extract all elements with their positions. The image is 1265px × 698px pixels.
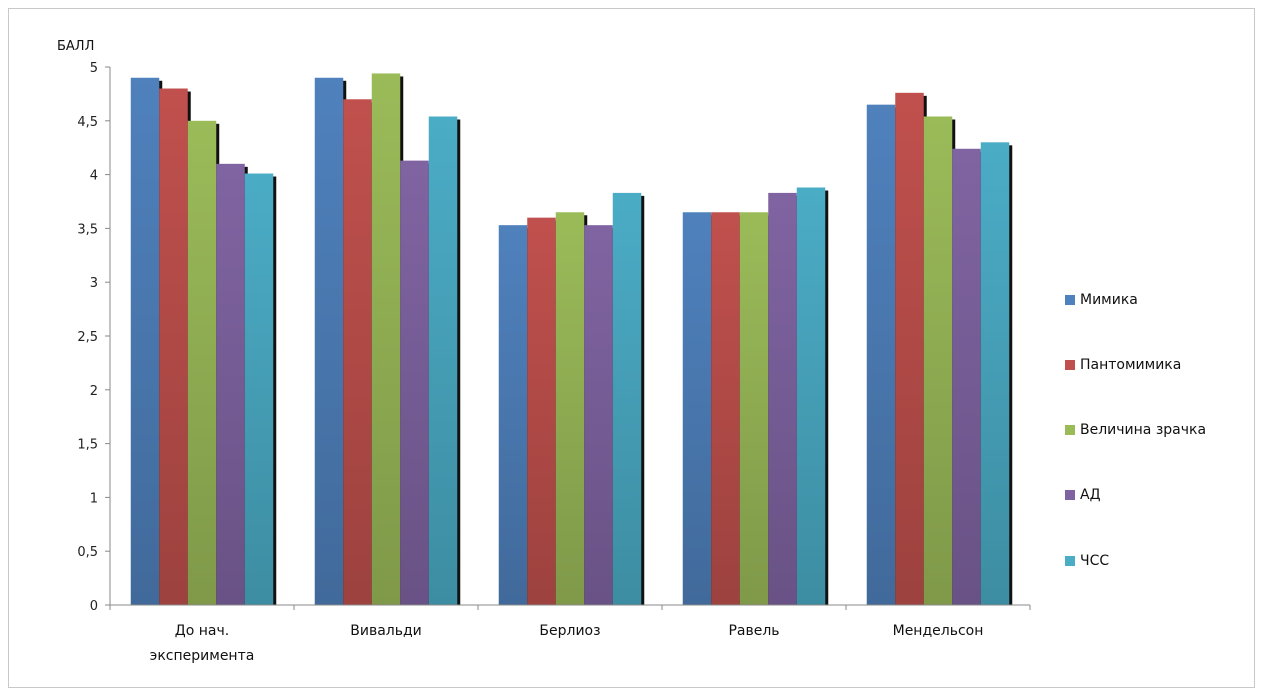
y-tick-label: 2 [90, 384, 98, 399]
bar-3-2 [527, 217, 556, 605]
bar-3-3 [555, 212, 585, 605]
bar-4-1 [682, 212, 712, 605]
bar-4-3 [739, 212, 769, 605]
bar-5-4 [952, 148, 981, 605]
legend-label: ЧСС [1080, 553, 1110, 569]
bar-2-4 [400, 160, 429, 605]
y-tick-label: 4,5 [77, 115, 98, 130]
bar-2-2 [343, 99, 372, 605]
x-category-label: Вивальди [350, 623, 422, 639]
y-tick-label: 1 [90, 491, 98, 506]
y-tick-label: 3,5 [77, 222, 98, 237]
y-tick-label: 1,5 [77, 438, 98, 453]
legend-label: Пантомимика [1080, 357, 1182, 373]
x-category-label: эксперимента [150, 648, 255, 664]
y-tick-label: 3 [90, 276, 98, 291]
bar-3-4 [584, 225, 613, 605]
legend-label: АД [1080, 487, 1101, 503]
bar-1-4 [216, 163, 245, 605]
y-tick-label: 4 [90, 169, 98, 184]
bar-3-1 [498, 225, 528, 605]
bar-2-3 [371, 73, 401, 606]
x-category-label: Равель [728, 623, 779, 639]
bar-5-5 [980, 142, 1010, 605]
bar-5-1 [866, 104, 896, 605]
legend-item: Величина зрачка [1065, 421, 1206, 439]
x-category-label: Берлиоз [539, 623, 600, 639]
bar-2-1 [314, 77, 344, 605]
legend-swatch [1065, 490, 1075, 500]
y-tick-label: 5 [90, 61, 98, 76]
bar-1-1 [130, 77, 160, 605]
bar-5-2 [895, 92, 924, 606]
legend-swatch [1065, 425, 1075, 435]
y-tick-label: 0,5 [77, 545, 98, 560]
bar-5-3 [923, 116, 953, 605]
legend-label: Мимика [1080, 292, 1138, 308]
bar-1-3 [187, 120, 217, 606]
bar-1-2 [159, 88, 188, 605]
legend-item: Мимика [1065, 291, 1138, 309]
x-category-label: Мендельсон [893, 623, 984, 639]
y-tick-label: 2,5 [77, 330, 98, 345]
y-tick-label: 0 [90, 599, 98, 614]
y-axis-title: БАЛЛ [57, 39, 94, 54]
legend-swatch [1065, 556, 1075, 566]
legend-swatch [1065, 360, 1075, 370]
bar-4-2 [711, 212, 740, 605]
bar-2-5 [428, 116, 458, 605]
bar-4-4 [768, 192, 797, 605]
legend-item: ЧСС [1065, 552, 1109, 570]
legend-label: Величина зрачка [1080, 422, 1207, 438]
legend-swatch [1065, 295, 1075, 305]
bar-1-5 [244, 173, 274, 606]
bar-3-5 [612, 192, 642, 605]
legend-item: АД [1065, 486, 1101, 504]
bar-4-5 [796, 187, 826, 605]
x-category-label: До нач. [175, 623, 229, 639]
legend-item: Пантомимика [1065, 356, 1181, 374]
